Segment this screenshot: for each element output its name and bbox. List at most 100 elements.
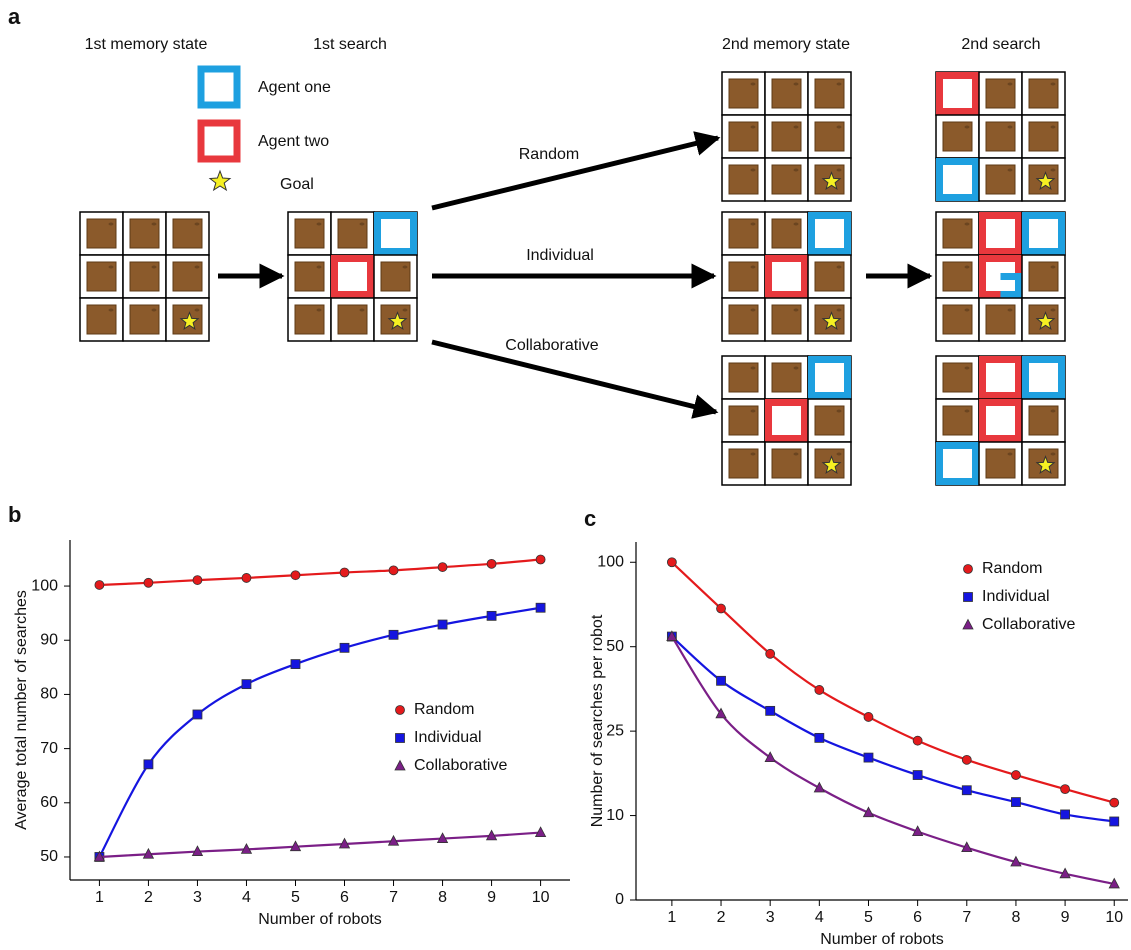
door bbox=[1028, 78, 1059, 109]
door-knob bbox=[750, 409, 756, 413]
agent-cell bbox=[936, 442, 979, 485]
x-tick-label: 8 bbox=[1011, 909, 1020, 926]
agent-cell bbox=[808, 356, 851, 399]
series-line bbox=[98, 606, 541, 858]
legend-label: Random bbox=[414, 701, 474, 718]
marker bbox=[863, 752, 874, 763]
marker bbox=[1011, 770, 1021, 780]
marker bbox=[437, 562, 448, 572]
legend-label: Individual bbox=[982, 588, 1050, 605]
door-knob bbox=[750, 168, 756, 172]
agent-cell bbox=[808, 212, 851, 255]
marker bbox=[963, 564, 973, 574]
door-knob bbox=[750, 222, 756, 226]
door-knob bbox=[316, 308, 322, 312]
marker bbox=[1010, 855, 1022, 867]
goal-star bbox=[1035, 311, 1056, 330]
door-knob bbox=[1050, 308, 1056, 312]
marker bbox=[94, 580, 105, 590]
door-knob bbox=[402, 308, 408, 312]
marker bbox=[1060, 809, 1070, 820]
marker bbox=[765, 705, 776, 716]
marker bbox=[814, 685, 825, 695]
goal-star bbox=[1035, 171, 1056, 190]
x-tick-label: 9 bbox=[1061, 909, 1070, 926]
marker bbox=[765, 648, 776, 659]
legend-label: Random bbox=[982, 560, 1042, 577]
x-tick-label: 4 bbox=[242, 889, 251, 906]
door-knob bbox=[359, 308, 365, 312]
x-tick-label: 1 bbox=[667, 909, 676, 926]
door-knob bbox=[316, 265, 322, 269]
y-tick-label: 60 bbox=[40, 794, 58, 811]
marker bbox=[961, 754, 972, 765]
x-tick-label: 4 bbox=[815, 909, 824, 926]
door-knob bbox=[402, 265, 408, 269]
marker bbox=[862, 806, 875, 818]
door-knob bbox=[1007, 168, 1013, 172]
door-knob bbox=[1007, 82, 1013, 86]
agent-cell bbox=[374, 212, 417, 255]
door-knob bbox=[194, 222, 200, 226]
legend-agent-two bbox=[197, 119, 241, 163]
door-knob bbox=[750, 265, 756, 269]
goal-star bbox=[821, 455, 842, 474]
y-tick-label: 50 bbox=[606, 638, 624, 655]
column-header: 1st search bbox=[313, 36, 387, 53]
agent-cell bbox=[979, 399, 1022, 442]
x-tick-label: 6 bbox=[913, 909, 922, 926]
door-knob bbox=[194, 308, 200, 312]
door-knob bbox=[793, 452, 799, 456]
door-knob bbox=[750, 82, 756, 86]
marker bbox=[191, 845, 204, 856]
agent-cell bbox=[979, 212, 1022, 255]
x-tick-label: 5 bbox=[291, 889, 300, 906]
x-tick-label: 7 bbox=[962, 909, 971, 926]
door-knob bbox=[964, 222, 970, 226]
door-knob bbox=[750, 366, 756, 370]
door-knob bbox=[151, 222, 157, 226]
marker bbox=[666, 557, 677, 568]
x-axis-label: Number of robots bbox=[258, 911, 382, 928]
door-knob bbox=[836, 409, 842, 413]
marker bbox=[1011, 797, 1021, 807]
y-tick-label: 10 bbox=[606, 807, 624, 824]
marker bbox=[963, 592, 973, 602]
marker bbox=[1059, 867, 1071, 879]
x-tick-label: 8 bbox=[438, 889, 447, 906]
x-tick-label: 6 bbox=[340, 889, 349, 906]
door-knob bbox=[1050, 125, 1056, 129]
marker bbox=[535, 602, 546, 613]
panel-label: c bbox=[584, 506, 596, 531]
y-tick-label: 90 bbox=[40, 631, 58, 648]
agent-cell bbox=[1022, 356, 1065, 399]
door bbox=[985, 448, 1016, 479]
marker bbox=[395, 733, 405, 743]
x-tick-label: 9 bbox=[487, 889, 496, 906]
marker bbox=[192, 575, 203, 585]
door-knob bbox=[750, 452, 756, 456]
y-tick-label: 100 bbox=[31, 577, 58, 594]
door-knob bbox=[836, 265, 842, 269]
marker bbox=[486, 558, 497, 569]
marker bbox=[241, 573, 252, 583]
marker bbox=[764, 751, 776, 762]
door bbox=[1028, 121, 1059, 152]
legend-label: Collaborative bbox=[414, 757, 507, 774]
door-knob bbox=[964, 366, 970, 370]
marker bbox=[486, 610, 497, 621]
column-header: 2nd search bbox=[961, 36, 1040, 53]
series-line bbox=[671, 561, 1115, 804]
marker bbox=[716, 603, 726, 614]
marker bbox=[338, 837, 351, 849]
y-tick-label: 0 bbox=[615, 891, 624, 908]
door-knob bbox=[964, 125, 970, 129]
x-tick-label: 3 bbox=[193, 889, 202, 906]
marker bbox=[388, 629, 399, 640]
marker bbox=[715, 707, 727, 719]
marker bbox=[912, 770, 923, 780]
agent-cell bbox=[936, 158, 979, 201]
door-knob bbox=[836, 82, 842, 86]
x-tick-label: 2 bbox=[717, 909, 726, 926]
door-knob bbox=[1050, 265, 1056, 269]
